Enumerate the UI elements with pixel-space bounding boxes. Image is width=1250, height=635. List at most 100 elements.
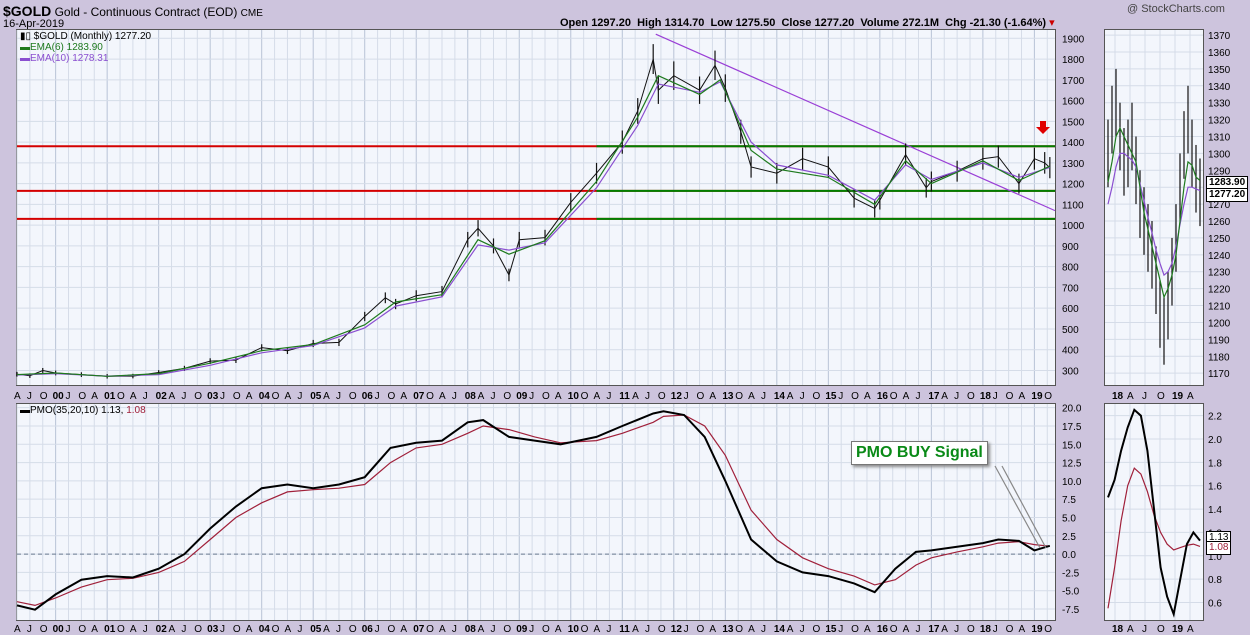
price-x-tick-label: O bbox=[233, 391, 241, 402]
pmo-x-tick-label: J bbox=[993, 624, 998, 635]
pmo-x-tick-label: A bbox=[14, 624, 21, 635]
pmo-x-tick-label: J bbox=[297, 624, 302, 635]
pmo-x-tick-label: J bbox=[954, 624, 959, 635]
price-inset-panel[interactable] bbox=[1104, 29, 1204, 386]
pmo-x-tick-label: O bbox=[735, 624, 743, 635]
price-panel[interactable] bbox=[16, 29, 1056, 386]
pmo-signal-tag: 1.08 bbox=[1206, 541, 1232, 555]
symbol: $GOLD bbox=[3, 3, 52, 19]
pmo-y-tick-label: 17.5 bbox=[1062, 422, 1082, 433]
price-x-tick-label: A bbox=[400, 391, 407, 402]
pmo-x-tick-label: O bbox=[503, 624, 511, 635]
inset-price-y-tick-label: 1270 bbox=[1208, 200, 1231, 211]
pmo-x-tick-label: O bbox=[117, 624, 125, 635]
pmo-x-tick-label: 10 bbox=[568, 624, 580, 635]
price-x-tick-label: A bbox=[439, 391, 446, 402]
price-x-tick-label: 03 bbox=[207, 391, 219, 402]
price-x-tick-label: 09 bbox=[516, 391, 528, 402]
pmo-x-tick-label: A bbox=[748, 624, 755, 635]
inset-price-y-tick-label: 1230 bbox=[1208, 268, 1231, 279]
pmo-x-tick-label: O bbox=[812, 624, 820, 635]
price-y-tick-label: 500 bbox=[1062, 325, 1079, 336]
pmo-x-tick-label: 09 bbox=[516, 624, 528, 635]
pmo-x-tick-label: A bbox=[478, 624, 485, 635]
inset-pmo-y-tick-label: 2.0 bbox=[1208, 435, 1222, 446]
pmo-signal-line bbox=[16, 414, 1050, 607]
inset-pmo-y-tick-label: 2.2 bbox=[1208, 412, 1222, 423]
pmo-y-tick-label: 15.0 bbox=[1062, 440, 1082, 451]
inset-pmo-x-tick-label: 18 bbox=[1112, 624, 1124, 635]
watermark: @ StockCharts.com bbox=[1127, 3, 1225, 15]
volume-value: 272.1M bbox=[902, 17, 940, 29]
price-x-tick-label: O bbox=[426, 391, 434, 402]
pmo-legend: ▬PMO(35,20,10) 1.13, 1.08 bbox=[20, 405, 146, 416]
price-x-tick-label: J bbox=[993, 391, 998, 402]
pmo-x-tick-label: 08 bbox=[465, 624, 477, 635]
pmo-swatch-icon: ▬ bbox=[20, 405, 30, 416]
price-x-tick-label: 19 bbox=[1031, 391, 1043, 402]
price-x-tick-label: O bbox=[40, 391, 48, 402]
price-legend: ▮▯ $GOLD (Monthly) 1277.20 ▬EMA(6) 1283.… bbox=[20, 31, 151, 64]
inset-pmo-x-tick-label: A bbox=[1127, 624, 1134, 635]
price-x-tick-label: O bbox=[272, 391, 280, 402]
inset-x-tick-label: 19 bbox=[1172, 391, 1184, 402]
pmo-x-tick-label: A bbox=[555, 624, 562, 635]
inset-price-y-tick-label: 1360 bbox=[1208, 48, 1231, 59]
pmo-x-tick-label: A bbox=[864, 624, 871, 635]
pmo-x-tick-label: J bbox=[645, 624, 650, 635]
pmo-x-tick-label: 12 bbox=[671, 624, 683, 635]
inset-pmo-signal-line bbox=[1107, 467, 1201, 609]
pmo-line bbox=[16, 410, 1051, 611]
callout-pointer bbox=[1001, 465, 1047, 549]
inset-pmo-y-tick-label: 0.6 bbox=[1208, 598, 1222, 609]
ema10-swatch-icon: ▬ bbox=[20, 53, 30, 64]
inset-pmo-y-tick-label: 0.8 bbox=[1208, 575, 1222, 586]
inset-x-tick-label: A bbox=[1127, 391, 1134, 402]
price-y-tick-label: 1600 bbox=[1062, 97, 1085, 108]
price-x-tick-label: O bbox=[967, 391, 975, 402]
price-x-tick-label: O bbox=[581, 391, 589, 402]
pmo-x-tick-label: 15 bbox=[825, 624, 837, 635]
inset-price-y-tick-label: 1260 bbox=[1208, 217, 1231, 228]
pmo-panel[interactable] bbox=[16, 403, 1056, 621]
inset-price-y-tick-label: 1240 bbox=[1208, 251, 1231, 262]
price-y-tick-label: 1800 bbox=[1062, 55, 1085, 66]
inset-pmo-x-tick-label: A bbox=[1187, 624, 1194, 635]
price-x-tick-label: O bbox=[194, 391, 202, 402]
low-label: Low bbox=[710, 17, 733, 29]
pmo-x-tick-label: A bbox=[594, 624, 601, 635]
pmo-x-tick-label: 05 bbox=[310, 624, 322, 635]
pmo-y-tick-label: 7.5 bbox=[1062, 495, 1076, 506]
price-x-tick-label: A bbox=[709, 391, 716, 402]
price-x-tick-label: 02 bbox=[156, 391, 168, 402]
pmo-y-tick-label: 12.5 bbox=[1062, 459, 1082, 470]
price-x-tick-label: J bbox=[181, 391, 186, 402]
pmo-x-tick-label: A bbox=[169, 624, 176, 635]
pmo-x-tick-label: O bbox=[194, 624, 202, 635]
inset-price-y-tick-label: 1320 bbox=[1208, 116, 1231, 127]
pmo-x-tick-label: J bbox=[915, 624, 920, 635]
inset-ema6-line bbox=[1107, 126, 1201, 299]
price-x-tick-label: J bbox=[529, 391, 534, 402]
pmo-x-tick-label: A bbox=[130, 624, 137, 635]
pmo-x-tick-label: 14 bbox=[774, 624, 786, 635]
inset-price-y-tick-label: 1200 bbox=[1208, 318, 1231, 329]
pmo-x-tick-label: A bbox=[323, 624, 330, 635]
pmo-x-tick-label: 13 bbox=[722, 624, 734, 635]
price-x-tick-label: J bbox=[143, 391, 148, 402]
pmo-x-tick-label: A bbox=[903, 624, 910, 635]
pmo-x-tick-label: J bbox=[336, 624, 341, 635]
high-label: High bbox=[637, 17, 662, 29]
price-x-tick-label: O bbox=[735, 391, 743, 402]
price-x-tick-label: A bbox=[787, 391, 794, 402]
pmo-x-tick-label: J bbox=[761, 624, 766, 635]
price-x-tick-label: 16 bbox=[877, 391, 889, 402]
price-x-tick-label: J bbox=[954, 391, 959, 402]
pmo-y-tick-label: 20.0 bbox=[1062, 404, 1082, 415]
pmo-x-tick-label: A bbox=[787, 624, 794, 635]
inset-x-tick-label: 18 bbox=[1112, 391, 1124, 402]
price-x-tick-label: O bbox=[697, 391, 705, 402]
price-x-tick-label: 13 bbox=[722, 391, 734, 402]
pmo-x-tick-label: A bbox=[941, 624, 948, 635]
